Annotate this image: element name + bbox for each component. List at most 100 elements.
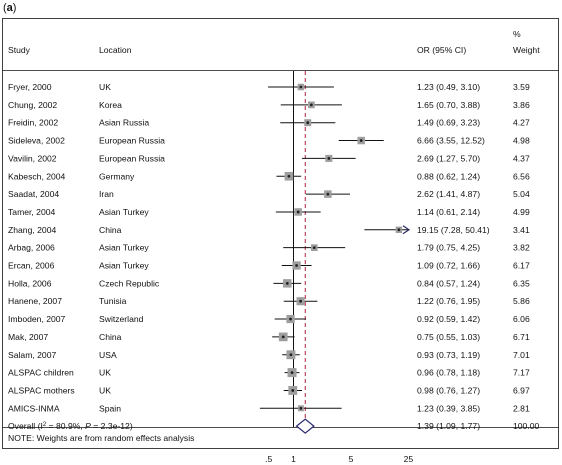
weight-label: 6.35 <box>513 278 530 288</box>
table-row: Mak, 2007 China 0.75 (0.55, 1.03) 6.71 <box>8 332 530 342</box>
study-name: AMICS-INMA <box>8 403 60 413</box>
or-ci-label: 0.75 (0.55, 1.03) <box>417 332 480 342</box>
weight-label: 6.71 <box>513 332 530 342</box>
table-row: ALSPAC mothers UK 0.98 (0.76, 1.27) 6.97 <box>8 385 530 395</box>
point-estimate <box>287 174 291 178</box>
weight-label: 3.86 <box>513 100 530 110</box>
study-name: Vavilin, 2002 <box>8 153 57 163</box>
or-ci-label: 1.23 (0.39, 3.85) <box>417 403 480 413</box>
x-tick-label: 25 <box>404 454 414 464</box>
study-location: Germany <box>99 171 135 181</box>
study-location: European Russia <box>99 153 165 163</box>
study-name: Arbag, 2006 <box>8 243 55 253</box>
or-ci-label: 0.93 (0.73, 1.19) <box>417 350 480 360</box>
panel-letter: a <box>6 2 13 14</box>
or-ci-label: 1.65 (0.70, 3.88) <box>417 100 480 110</box>
or-ci-label: 2.62 (1.41, 4.87) <box>417 189 480 199</box>
plot-marks <box>259 71 411 434</box>
table-row: Salam, 2007 USA 0.93 (0.73, 1.19) 7.01 <box>8 350 530 360</box>
study-name: Hanene, 2007 <box>8 296 62 306</box>
table-row: ALSPAC children UK 0.96 (0.78, 1.18) 7.17 <box>8 368 530 378</box>
or-ci-label: 0.84 (0.57, 1.24) <box>417 278 480 288</box>
point-estimate <box>306 121 310 125</box>
study-location: Asian Turkey <box>99 243 149 253</box>
table-row: Hanene, 2007 Tunisia 1.22 (0.76, 1.95) 5.86 <box>8 296 530 306</box>
study-location: Asian Turkey <box>99 207 149 217</box>
table-row: Vavilin, 2002 European Russia 2.69 (1.27, … <box>8 153 530 163</box>
point-estimate <box>289 317 292 321</box>
header-study: Study <box>8 45 31 55</box>
table-row: Fryer, 2000 UK 1.23 (0.49, 3.10) 3.59 <box>8 82 530 92</box>
footnote: NOTE: Weights are from random effects an… <box>8 433 194 443</box>
study-name: ALSPAC children <box>8 368 74 378</box>
weight-label: 6.06 <box>513 314 530 324</box>
study-location: Asian Turkey <box>99 261 149 271</box>
study-location: China <box>99 332 122 342</box>
overall-row: Overall (I2 = 80.9%, P = 2.3e-12) 1.39 (1… <box>8 421 540 431</box>
weight-label: 4.27 <box>513 118 530 128</box>
weight-label: 7.17 <box>513 368 530 378</box>
study-name: Ercan, 2006 <box>8 261 55 271</box>
study-location: UK <box>99 82 111 92</box>
or-ci-label: 19.15 (7.28, 50.41) <box>417 225 490 235</box>
study-location: Spain <box>99 403 121 413</box>
weight-label: 5.86 <box>513 296 530 306</box>
point-estimate <box>312 246 316 250</box>
point-estimate <box>285 281 289 285</box>
panel-label: (a) <box>3 2 17 14</box>
study-location: Switzerland <box>99 314 144 324</box>
study-location: USA <box>99 350 117 360</box>
study-name: Sideleva, 2002 <box>8 136 65 146</box>
overall-label: Overall (I2 = 80.9%, P = 2.3e-12) <box>8 421 133 431</box>
weight-label: 3.41 <box>513 225 530 235</box>
header-percent: % <box>513 29 521 39</box>
or-ci-label: 0.92 (0.59, 1.42) <box>417 314 480 324</box>
table-row: Chung, 2002 Korea 1.65 (0.70, 3.88) 3.86 <box>8 100 530 110</box>
study-location: European Russia <box>99 136 165 146</box>
point-estimate <box>281 335 285 339</box>
header-location: Location <box>99 45 132 55</box>
point-estimate <box>299 406 303 410</box>
x-tick-label: 1 <box>291 454 296 464</box>
weight-label: 2.81 <box>513 403 530 413</box>
table-row: Sideleva, 2002 European Russia 6.66 (3.55,… <box>8 136 530 146</box>
table-row: Saadat, 2004 Iran 2.62 (1.41, 4.87) 5.04 <box>8 189 530 199</box>
table-row: Tamer, 2004 Asian Turkey 1.14 (0.61, 2.14)… <box>8 207 530 217</box>
study-name: Tamer, 2004 <box>8 207 56 217</box>
overall-weight-label: 100.00 <box>513 421 540 431</box>
study-name: Holla, 2006 <box>8 278 52 288</box>
or-ci-label: 1.79 (0.75, 4.25) <box>417 243 480 253</box>
study-location: Iran <box>99 189 114 199</box>
study-name: Fryer, 2000 <box>8 82 52 92</box>
weight-label: 6.17 <box>513 261 530 271</box>
or-ci-label: 1.49 (0.69, 3.23) <box>417 118 480 128</box>
table-row: Arbag, 2006 Asian Turkey 1.79 (0.75, 4.25)… <box>8 243 530 253</box>
study-location: China <box>99 225 122 235</box>
weight-label: 5.04 <box>513 189 530 199</box>
study-name: ALSPAC mothers <box>8 385 75 395</box>
study-name: Kabesch, 2004 <box>8 171 66 181</box>
study-name: Saadat, 2004 <box>8 189 59 199</box>
table-row: AMICS-INMA Spain 1.23 (0.39, 3.85) 2.81 <box>8 403 530 413</box>
weight-label: 4.99 <box>513 207 530 217</box>
or-ci-label: 1.14 (0.61, 2.14) <box>417 207 480 217</box>
point-estimate <box>295 264 298 267</box>
study-name: Imboden, 2007 <box>8 314 66 324</box>
or-ci-label: 2.69 (1.27, 5.70) <box>417 153 480 163</box>
study-name: Chung, 2002 <box>8 100 57 110</box>
study-name: Mak, 2007 <box>8 332 48 342</box>
point-estimate <box>299 85 303 89</box>
study-location: Korea <box>99 100 122 110</box>
study-location: Asian Russia <box>99 118 149 128</box>
or-ci-label: 0.88 (0.62, 1.24) <box>417 171 480 181</box>
table-row: Holla, 2006 Czech Republic 0.84 (0.57, 1.2… <box>8 278 530 288</box>
or-ci-label: 0.98 (0.76, 1.27) <box>417 385 480 395</box>
plot-frame <box>2 18 559 449</box>
table-row: Imboden, 2007 Switzerland 0.92 (0.59, 1.42… <box>8 314 530 324</box>
study-name: Freidin, 2002 <box>8 118 58 128</box>
point-estimate <box>326 192 330 196</box>
study-name: Zhang, 2004 <box>8 225 56 235</box>
weight-label: 7.01 <box>513 350 530 360</box>
ci-arrow <box>402 225 411 235</box>
